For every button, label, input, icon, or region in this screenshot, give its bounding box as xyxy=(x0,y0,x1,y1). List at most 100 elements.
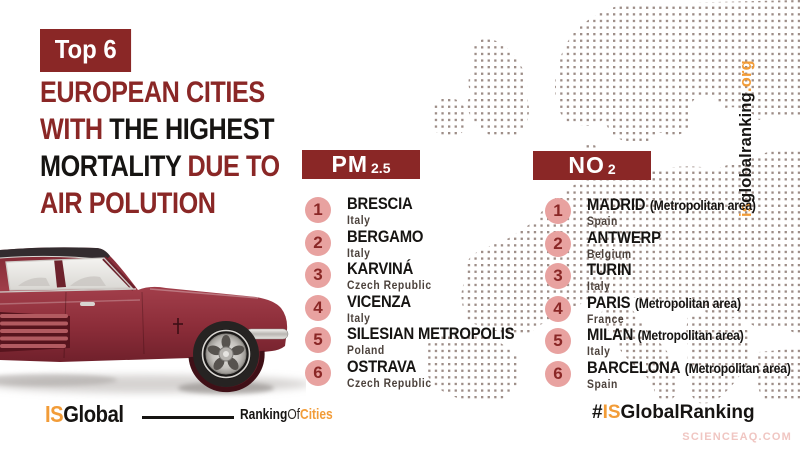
city-name: ANTWERP xyxy=(587,228,661,247)
ranking-item: 1 MADRID (Metropolitan area) Spain xyxy=(545,197,793,230)
city-suffix: (Metropolitan area) xyxy=(649,198,756,213)
country-name: Italy xyxy=(587,346,611,359)
city-name: BERGAMO xyxy=(347,227,424,246)
city-line: BERGAMO xyxy=(347,227,424,246)
no2-header: NO 2 xyxy=(533,151,651,180)
city-name: KARVINÁ xyxy=(347,260,414,279)
ranking-item-text: BRESCIA Italy xyxy=(347,196,413,227)
rank-badge: 1 xyxy=(545,198,571,224)
country-name: Spain xyxy=(587,378,618,391)
city-line: BARCELONA (Metropolitan area) xyxy=(587,358,791,377)
city-name: VICENZA xyxy=(347,292,411,311)
country-name: Spain xyxy=(587,216,618,228)
isglobal-logo-global: Global xyxy=(63,401,124,427)
ranking-item-text: BERGAMO Italy xyxy=(347,227,424,260)
city-line: MADRID (Metropolitan area) xyxy=(587,197,756,214)
ranking-item: 2 BERGAMO Italy xyxy=(305,227,562,262)
main-title: EUROPEAN CITIES WITH THE HIGHEST MORTALI… xyxy=(40,74,325,222)
city-line: SILESIAN METROPOLIS xyxy=(347,325,515,344)
ranking-item: 2 ANTWERP Belgium xyxy=(545,228,793,263)
country-name: Poland xyxy=(347,345,385,358)
country-name: Italy xyxy=(347,247,371,260)
city-name: BARCELONA xyxy=(587,358,681,377)
city-line: TURIN xyxy=(587,261,632,280)
isglobal-logo-is: IS xyxy=(45,401,64,427)
title-line-4: AIR POLUTION xyxy=(40,187,216,220)
car-shadow xyxy=(0,374,306,394)
pm25-items: 1 BRESCIA Italy 2 BERGAMO Italy 3 KARVIN… xyxy=(302,196,562,392)
map-landmasses xyxy=(424,0,800,404)
city-name: MADRID xyxy=(587,196,646,214)
rank-badge: 5 xyxy=(545,328,571,355)
ranking-item-text: MILAN (Metropolitan area) Italy xyxy=(587,327,744,358)
city-line: OSTRAVA xyxy=(347,358,432,376)
pm25-header-sub: 2.5 xyxy=(371,160,391,176)
country-name: France xyxy=(587,313,625,326)
city-line: PARIS (Metropolitan area) xyxy=(587,293,741,312)
ranking-item: 4 VICENZA Italy xyxy=(305,292,562,327)
red-classic-car-image xyxy=(0,247,306,394)
no2-items: 1 MADRID (Metropolitan area) Spain 2 ANTW… xyxy=(533,197,793,393)
title-line-3: MORTALITY DUE TO xyxy=(40,150,280,183)
rank-badge: 6 xyxy=(305,359,331,386)
watermark: SCIENCEAQ.COM xyxy=(682,431,792,443)
country-name: Belgium xyxy=(587,248,632,261)
rank-badge: 2 xyxy=(305,229,331,256)
title-line-2: WITH THE HIGHEST xyxy=(40,113,275,146)
ranking-item: 5 SILESIAN METROPOLIS Poland xyxy=(305,326,562,359)
city-name: TURIN xyxy=(587,261,632,280)
title-line-1: EUROPEAN CITIES xyxy=(40,76,265,109)
city-line: KARVINÁ xyxy=(347,261,432,278)
city-name: PARIS xyxy=(587,293,631,312)
no2-header-sub: 2 xyxy=(607,161,616,177)
rank-badge: 4 xyxy=(305,294,331,321)
pm25-header: PM 2.5 xyxy=(302,150,420,179)
city-line: MILAN (Metropolitan area) xyxy=(587,327,744,344)
ranking-of-cities-logo: RankingOfCities xyxy=(240,406,333,423)
europe-dot-map xyxy=(424,0,800,404)
city-name: SILESIAN METROPOLIS xyxy=(347,325,515,344)
city-line: VICENZA xyxy=(347,292,411,311)
no2-ranking-list: NO 2 1 MADRID (Metropolitan area) Spain 2… xyxy=(533,151,793,393)
ranking-item-text: MADRID (Metropolitan area) Spain xyxy=(587,197,756,228)
ranking-item: 1 BRESCIA Italy xyxy=(305,196,562,229)
footer-divider-line xyxy=(142,416,234,419)
ranking-item: 5 MILAN (Metropolitan area) Italy xyxy=(545,327,793,360)
rank-badge: 3 xyxy=(305,262,331,289)
ranking-item-text: KARVINÁ Czech Republic xyxy=(347,261,432,292)
ranking-item-text: TURIN Italy xyxy=(587,261,632,293)
ranking-item-text: VICENZA Italy xyxy=(347,292,411,325)
city-line: BRESCIA xyxy=(347,196,413,213)
rank-badge: 4 xyxy=(545,295,571,322)
rank-badge: 6 xyxy=(545,360,571,387)
rank-badge: 5 xyxy=(305,327,331,354)
country-name: Czech Republic xyxy=(347,280,432,293)
rank-badge: 3 xyxy=(545,263,571,290)
hashtag: #ISGlobalRanking xyxy=(592,402,755,423)
car-door-handle xyxy=(80,302,95,306)
isglobal-logo: ISGlobal xyxy=(45,401,124,428)
ranking-item: 3 KARVINÁ Czech Republic xyxy=(305,261,562,294)
pm25-ranking-list: PM 2.5 1 BRESCIA Italy 2 BERGAMO Italy xyxy=(302,150,562,392)
ranking-item: 6 OSTRAVA Czech Republic xyxy=(305,358,562,392)
top6-badge: Top 6 xyxy=(40,29,132,72)
city-suffix: (Metropolitan area) xyxy=(684,360,791,376)
ranking-item-text: ANTWERP Belgium xyxy=(587,228,661,261)
ranking-item-text: OSTRAVA Czech Republic xyxy=(347,358,432,390)
no2-header-label: NO xyxy=(568,152,605,178)
city-name: BRESCIA xyxy=(347,195,413,213)
url-tld: .org xyxy=(737,60,755,93)
city-suffix: (Metropolitan area) xyxy=(637,328,744,344)
city-name: MILAN xyxy=(587,326,634,345)
car-emblem xyxy=(173,318,183,334)
ranking-item: 6 BARCELONA (Metropolitan area) Spain xyxy=(545,358,793,393)
country-name: Czech Republic xyxy=(347,377,432,390)
ranking-item-text: BARCELONA (Metropolitan area) Spain xyxy=(587,358,791,391)
country-name: Italy xyxy=(347,215,371,227)
rank-badge: 2 xyxy=(545,230,571,257)
car-b-pillar xyxy=(54,258,66,288)
country-name: Italy xyxy=(347,312,371,325)
car-roof xyxy=(0,247,110,260)
ranking-item: 4 PARIS (Metropolitan area) France xyxy=(545,293,793,328)
